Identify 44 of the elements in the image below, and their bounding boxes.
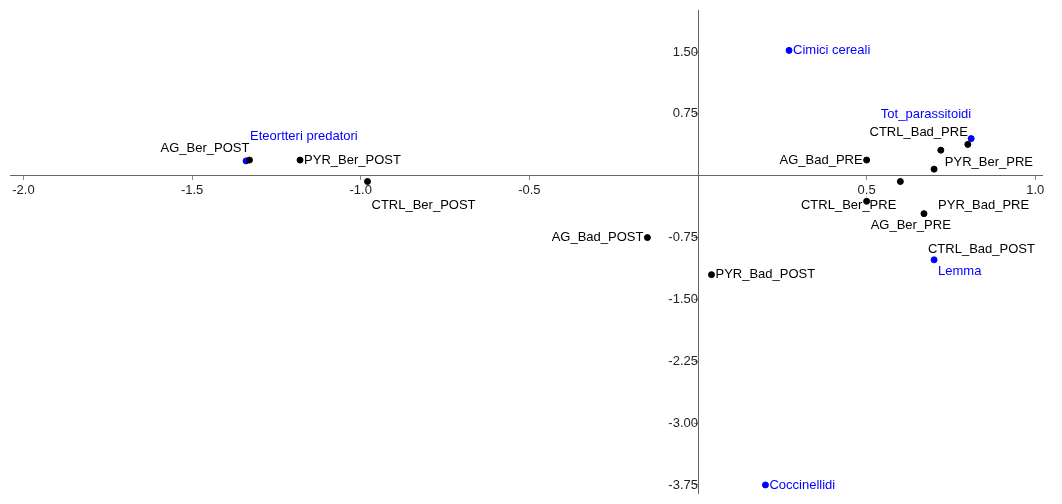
annotation: AG_Bad_POST — [551, 229, 644, 245]
y-tick-label: -3.75 — [668, 476, 698, 492]
annotation: Coccinellidi — [769, 476, 836, 492]
point — [707, 271, 715, 279]
annotation: AG_Ber_POST — [160, 139, 250, 155]
point — [964, 140, 972, 148]
x-tick-label: -1.5 — [180, 182, 204, 198]
annotation: Cimici cereali — [793, 41, 871, 57]
x-tick-label: 1.0 — [1026, 182, 1045, 198]
annotation: CTRL_Bad_POST — [927, 241, 1035, 257]
annotation: PYR_Ber_POST — [304, 151, 401, 167]
annotation: PYR_Ber_PRE — [944, 153, 1034, 169]
annotation: AG_Bad_PRE — [779, 151, 863, 167]
annotation: Tot_parassitoidi — [880, 106, 972, 122]
x-tick-label: -2.0 — [12, 182, 35, 198]
annotation: CTRL_Bad_PRE — [869, 123, 969, 139]
point — [785, 46, 793, 54]
point — [967, 135, 975, 143]
point — [920, 210, 928, 218]
x-tick-label: -0.5 — [518, 182, 541, 198]
x-tick-label: -1.0 — [349, 182, 372, 198]
annotation: PYR_Bad_PRE — [938, 196, 1030, 212]
annotation: AG_Ber_PRE — [870, 216, 952, 232]
x-tick-label: 0.5 — [857, 182, 876, 198]
point — [937, 146, 945, 154]
annotation: Lemma — [938, 263, 983, 279]
point — [761, 481, 769, 489]
point — [863, 156, 871, 164]
y-tick-label: -1.50 — [668, 290, 698, 306]
y-tick-label: -2.25 — [668, 352, 698, 368]
point — [930, 256, 938, 264]
y-tick-label: -3.00 — [668, 414, 698, 430]
point — [896, 178, 904, 185]
point — [363, 178, 371, 185]
annotation: Eteortteri predatori — [250, 128, 358, 144]
y-tick-label: 0.75 — [672, 105, 698, 121]
y-tick-label: 1.50 — [672, 43, 698, 59]
annotation: PYR_Bad_POST — [715, 266, 816, 282]
point — [930, 165, 938, 173]
y-tick-label: -0.75 — [668, 229, 698, 245]
point — [296, 156, 304, 164]
annotation: CTRL_Ber_POST — [371, 197, 476, 213]
annotation: CTRL_Ber_PRE — [800, 197, 897, 213]
point — [643, 234, 651, 242]
